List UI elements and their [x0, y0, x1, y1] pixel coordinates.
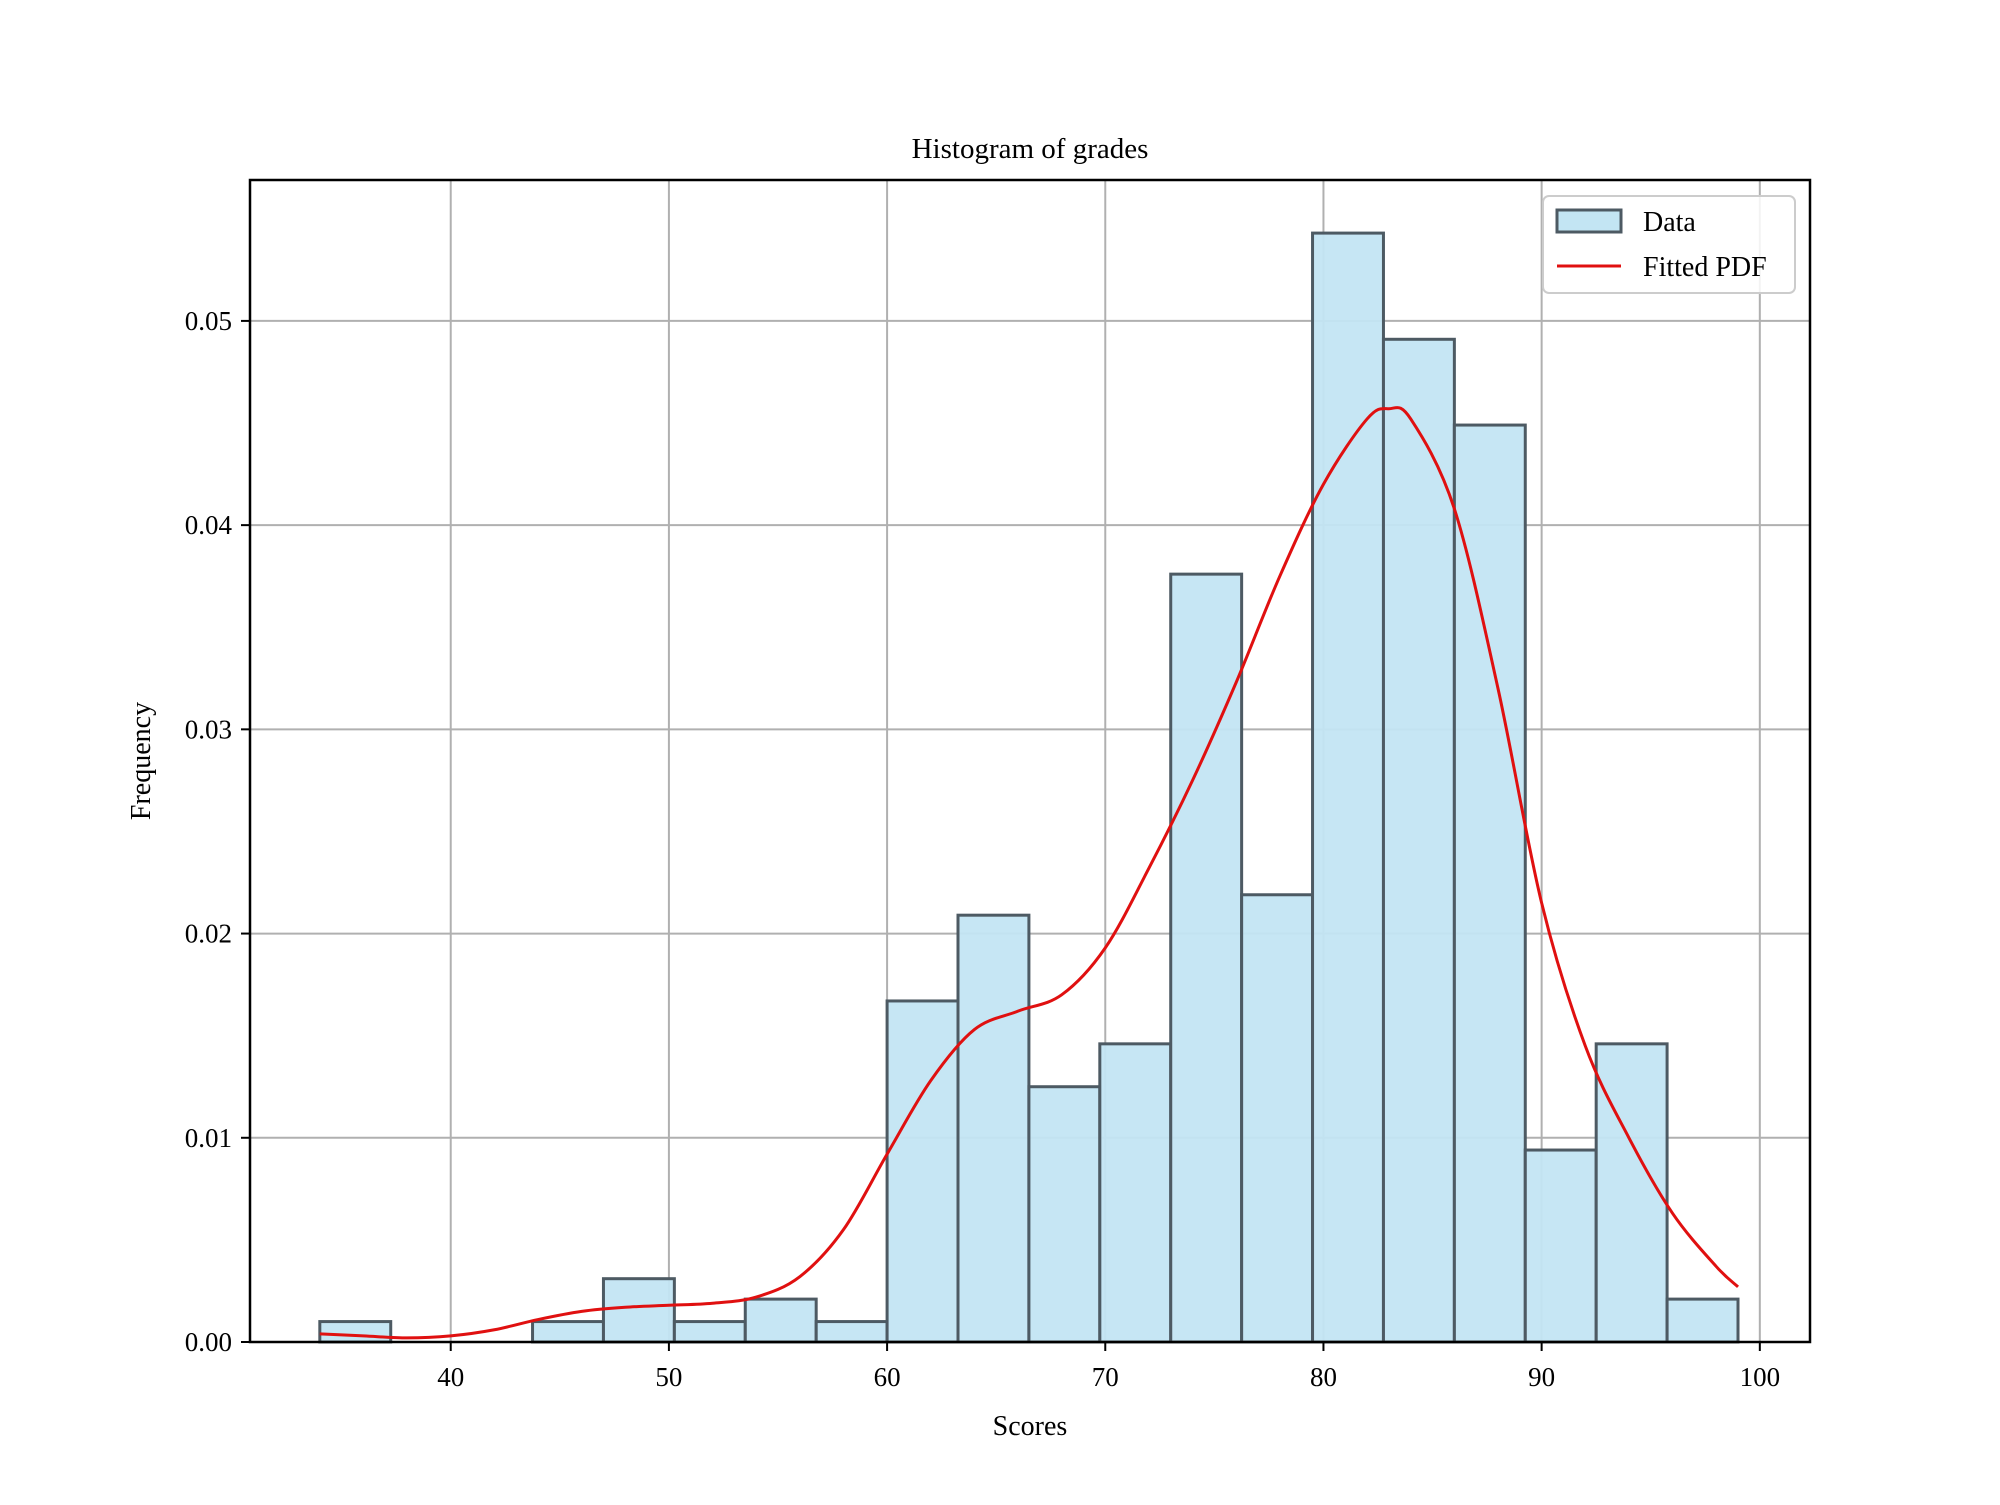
histogram-bars: [318, 231, 1740, 1344]
histogram-bar: [1381, 337, 1456, 1344]
histogram-bar: [1311, 231, 1385, 1344]
histogram-bar: [885, 999, 960, 1344]
histogram-bar: [1240, 893, 1315, 1344]
y-tick-label: 0.01: [185, 1123, 232, 1153]
legend: Data Fitted PDF: [1542, 195, 1796, 294]
legend-label-data: Data: [1643, 207, 1696, 238]
histogram-bar: [814, 1320, 889, 1344]
y-tick-label: 0.03: [185, 714, 232, 744]
histogram-bar: [531, 1320, 605, 1344]
histogram-bar: [318, 1320, 393, 1344]
histogram-bar: [1098, 1042, 1173, 1344]
x-axis-label: Scores: [993, 1411, 1068, 1442]
y-axis-label: Frequency: [126, 702, 157, 820]
y-tick-label: 0.04: [185, 510, 233, 540]
legend-swatch-data: [1555, 208, 1623, 234]
plot-frame: [248, 178, 1812, 1344]
histogram-bar: [1027, 1085, 1102, 1344]
y-tick-label: 0.02: [185, 919, 232, 949]
x-tick-label: 40: [437, 1362, 464, 1392]
histogram-bar: [743, 1297, 818, 1344]
histogram-bar: [1452, 423, 1527, 1344]
histogram-bar: [1665, 1297, 1740, 1344]
x-tick-label: 80: [1310, 1362, 1337, 1392]
axes: [241, 178, 1812, 1351]
histogram-bar: [601, 1277, 676, 1344]
fitted-pdf-line: [319, 406, 1740, 1340]
x-tick-label: 60: [874, 1362, 901, 1392]
x-tick-label: 90: [1528, 1362, 1555, 1392]
x-tick-label: 70: [1092, 1362, 1119, 1392]
histogram-bar: [672, 1320, 747, 1344]
y-tick-label: 0.00: [185, 1327, 232, 1357]
histogram-bar: [956, 913, 1031, 1344]
histogram-bar: [1594, 1042, 1669, 1344]
chart-title: Histogram of grades: [912, 133, 1149, 165]
y-tick-label: 0.05: [185, 306, 232, 336]
tick-labels: 40 50 60 70 80 90 100 0.00 0.01 0.02 0.03 0.04 0.05: [185, 306, 1780, 1392]
pdf-line-layer: [319, 406, 1740, 1340]
histogram-bar: [1169, 572, 1244, 1344]
histogram-bar: [1523, 1148, 1598, 1344]
x-tick-label: 50: [655, 1362, 682, 1392]
x-tick-label: 100: [1740, 1362, 1781, 1392]
legend-label-fitted-pdf: Fitted PDF: [1643, 252, 1767, 283]
